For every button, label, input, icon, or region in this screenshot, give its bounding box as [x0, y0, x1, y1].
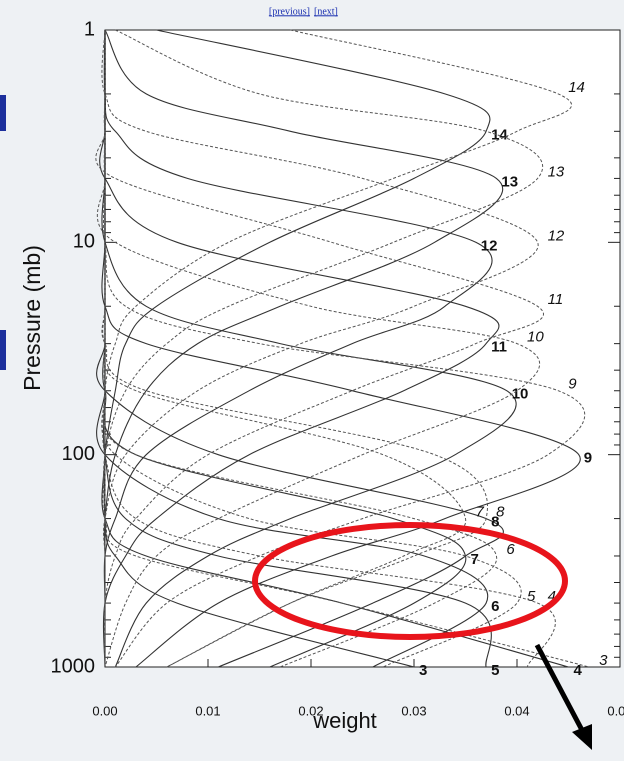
dashed-curve	[95, 29, 544, 668]
dashed-curve	[101, 29, 488, 668]
solid-curve-label: 10	[512, 386, 529, 403]
solid-curve	[103, 29, 504, 667]
dashed-curve	[103, 29, 573, 667]
dashed-curve	[102, 29, 586, 668]
dashed-curve	[102, 29, 590, 668]
solid-curve-label: 5	[491, 662, 499, 679]
dashed-curve-label: 13	[548, 163, 565, 180]
dashed-curve-label: 14	[568, 79, 585, 96]
slide-edge	[0, 330, 6, 370]
dashed-curve-label: 6	[506, 541, 515, 558]
x-tick-label: 0.00	[92, 703, 117, 718]
dashed-curve-label: 5	[527, 588, 536, 605]
dashed-curve-label: 4	[548, 588, 556, 605]
solid-curve-label: 3	[419, 662, 427, 679]
solid-curve-label: 12	[481, 237, 498, 254]
dashed-curve-label: 9	[568, 376, 577, 393]
x-tick-label: 0.01	[195, 703, 220, 718]
solid-curve	[99, 29, 500, 668]
y-axis-label: Pressure (mb)	[19, 245, 45, 391]
dashed-curve	[96, 29, 541, 668]
solid-curve-label: 11	[491, 339, 507, 356]
x-tick-label: 0.02	[298, 703, 323, 718]
highlight-ellipse	[252, 522, 568, 640]
dashed-curve-label: 7	[476, 504, 485, 521]
x-tick-label: 0.04	[504, 703, 529, 718]
solid-curve-label: 8	[491, 514, 499, 531]
x-tick-label: 0.03	[401, 703, 426, 718]
solid-curve-label: 4	[574, 662, 583, 679]
solid-curve-label: 13	[501, 173, 518, 190]
x-tick-label: 0.05	[607, 703, 624, 718]
y-tick-label: 1	[84, 18, 95, 40]
y-tick-label: 1000	[51, 655, 96, 677]
solid-curve-label: 14	[491, 126, 508, 143]
arrow-head	[572, 724, 592, 750]
previous-link[interactable]: [previous]	[269, 6, 310, 17]
dashed-curve	[102, 29, 544, 667]
slide-edge	[0, 95, 6, 131]
y-tick-label: 100	[62, 443, 95, 465]
dashed-curve-label: 11	[548, 291, 564, 308]
dashed-curve-label: 3	[599, 652, 608, 669]
dashed-curve-label: 12	[548, 227, 565, 244]
dashed-curve-label: 8	[496, 504, 505, 521]
solid-curve-label: 9	[584, 450, 592, 467]
arrow-shaft	[534, 643, 586, 734]
solid-curve-label: 6	[491, 598, 499, 615]
dashed-curve	[101, 29, 539, 667]
y-tick-label: 10	[73, 231, 95, 253]
next-link[interactable]: [next]	[314, 6, 338, 17]
dashed-curve-label: 10	[527, 329, 544, 346]
x-axis-label: weight	[312, 708, 377, 733]
